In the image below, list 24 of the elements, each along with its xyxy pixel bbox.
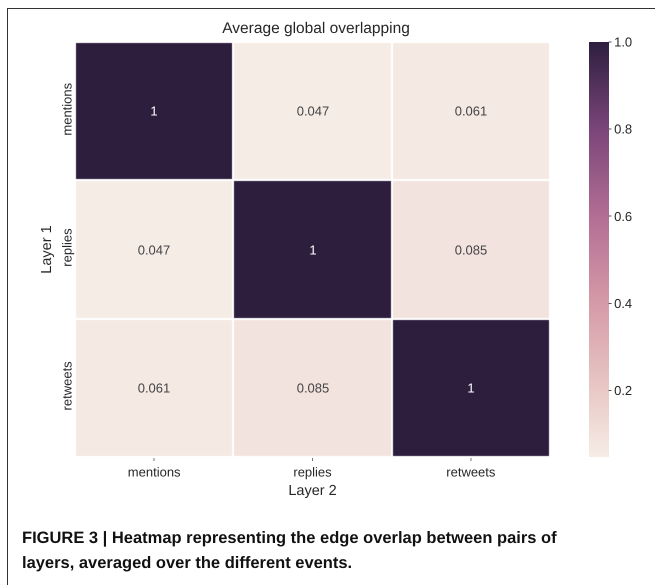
x-tick-label: replies <box>293 464 332 480</box>
x-tick-label: retweets <box>446 464 496 480</box>
x-axis-title: Layer 2 <box>288 483 337 500</box>
data-label: 0.085 <box>296 380 330 396</box>
data-label: 0.061 <box>454 104 488 119</box>
data-label: 1 <box>150 104 158 119</box>
y-axis-title: Layer 1 <box>38 225 55 274</box>
color-bar-label: 0.8 <box>614 122 632 137</box>
x-tick-label: mentions <box>128 464 182 480</box>
data-label: 1 <box>309 242 317 258</box>
chart-title: Average global overlapping <box>222 20 410 38</box>
y-tick-label: replies <box>59 228 74 267</box>
y-tick-label: retweets <box>59 360 74 410</box>
y-tick-label: mentions <box>59 82 74 136</box>
data-label: 1 <box>467 380 475 396</box>
data-label: 0.047 <box>296 104 330 119</box>
data-label: 0.047 <box>138 242 170 258</box>
color-bar-label: 0.2 <box>614 382 632 398</box>
color-bar-label: 0.4 <box>614 296 632 311</box>
color-bar-label: 0.6 <box>614 208 632 224</box>
data-label: 0.061 <box>138 380 170 396</box>
caption: FIGURE 3 | Heatmap representing the edge overlap between pairs of layers, averaged over the different events. <box>22 528 558 574</box>
color-bar-label: 1.0 <box>614 34 632 50</box>
data-label: 0.085 <box>454 242 488 258</box>
